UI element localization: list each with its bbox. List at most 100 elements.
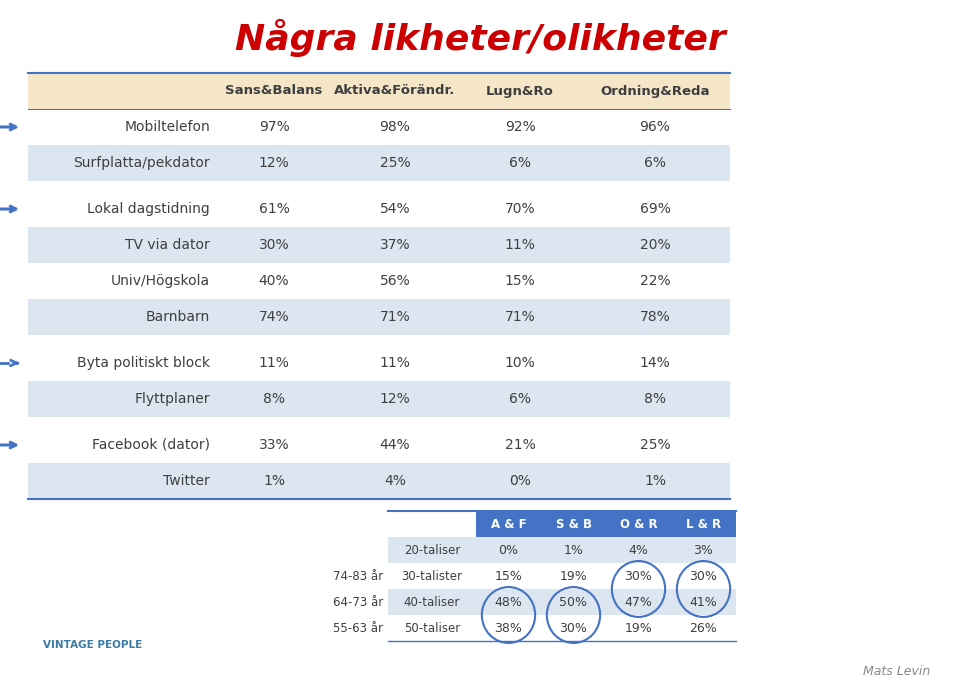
Text: Ordning&Reda: Ordning&Reda	[600, 84, 709, 97]
Text: 1%: 1%	[263, 474, 285, 488]
Text: Mats Levin: Mats Levin	[863, 665, 930, 678]
Text: 12%: 12%	[379, 392, 410, 406]
Bar	[28, 381, 730, 417]
Text: 3%: 3%	[693, 544, 713, 557]
Text: 40%: 40%	[258, 274, 289, 288]
Bar	[28, 73, 730, 109]
Bar	[28, 227, 730, 263]
Text: 10%: 10%	[505, 356, 536, 370]
Text: 21%: 21%	[505, 438, 536, 452]
Text: 41%: 41%	[689, 595, 717, 609]
Text: 44%: 44%	[380, 438, 410, 452]
Text: 71%: 71%	[505, 310, 536, 324]
Text: 74-83 år: 74-83 år	[333, 569, 383, 582]
Text: 30-talister: 30-talister	[401, 569, 463, 582]
Text: 4%: 4%	[384, 474, 406, 488]
Bar	[388, 589, 736, 615]
Text: S & B: S & B	[556, 518, 591, 531]
Text: 97%: 97%	[258, 120, 289, 134]
Text: Facebook (dator): Facebook (dator)	[92, 438, 210, 452]
Text: Några likheter/olikheter: Några likheter/olikheter	[234, 19, 726, 57]
Text: 22%: 22%	[639, 274, 670, 288]
Text: 33%: 33%	[258, 438, 289, 452]
Text: 64-73 år: 64-73 år	[333, 595, 383, 609]
Text: 0%: 0%	[498, 544, 518, 557]
Text: 50-taliser: 50-taliser	[404, 622, 460, 635]
Text: 96%: 96%	[639, 120, 670, 134]
Text: 19%: 19%	[625, 622, 653, 635]
Bar	[606, 511, 671, 537]
Text: 20%: 20%	[639, 238, 670, 252]
Bar	[476, 511, 541, 537]
Text: 47%: 47%	[625, 595, 653, 609]
Text: Univ/Högskola: Univ/Högskola	[110, 274, 210, 288]
Text: 15%: 15%	[494, 569, 522, 582]
Text: Mobiltelefon: Mobiltelefon	[124, 120, 210, 134]
Bar	[388, 563, 736, 589]
Text: Flyttplaner: Flyttplaner	[134, 392, 210, 406]
Text: Lokal dagstidning: Lokal dagstidning	[87, 202, 210, 216]
Text: 71%: 71%	[379, 310, 410, 324]
Text: 4%: 4%	[629, 544, 648, 557]
Text: 78%: 78%	[639, 310, 670, 324]
Text: 11%: 11%	[505, 238, 536, 252]
Bar	[541, 511, 606, 537]
Text: 11%: 11%	[258, 356, 289, 370]
Text: 25%: 25%	[380, 156, 410, 170]
Text: 1%: 1%	[564, 544, 584, 557]
Text: 55-63 år: 55-63 år	[333, 622, 383, 635]
Text: Byta politiskt block: Byta politiskt block	[77, 356, 210, 370]
Text: Aktiva&Förändr.: Aktiva&Förändr.	[334, 84, 456, 97]
Text: 50%: 50%	[560, 595, 588, 609]
Text: 48%: 48%	[494, 595, 522, 609]
Text: Sans&Balans: Sans&Balans	[226, 84, 323, 97]
Bar	[28, 299, 730, 335]
Text: 6%: 6%	[509, 156, 531, 170]
Text: 70%: 70%	[505, 202, 536, 216]
Text: 92%: 92%	[505, 120, 536, 134]
Text: 15%: 15%	[505, 274, 536, 288]
Text: 8%: 8%	[644, 392, 666, 406]
Text: A & F: A & F	[491, 518, 526, 531]
Text: 40-taliser: 40-taliser	[404, 595, 460, 609]
Bar	[28, 345, 730, 381]
Text: VINTAGE PEOPLE: VINTAGE PEOPLE	[43, 640, 143, 650]
Text: 38%: 38%	[494, 622, 522, 635]
Text: 12%: 12%	[258, 156, 289, 170]
Text: Surfplatta/pekdator: Surfplatta/pekdator	[73, 156, 210, 170]
Text: 6%: 6%	[644, 156, 666, 170]
Text: Barnbarn: Barnbarn	[146, 310, 210, 324]
Bar	[388, 537, 736, 563]
Text: TV via dator: TV via dator	[125, 238, 210, 252]
Text: 37%: 37%	[380, 238, 410, 252]
Text: 6%: 6%	[509, 392, 531, 406]
Bar	[28, 463, 730, 499]
Text: 26%: 26%	[689, 622, 717, 635]
Text: L & R: L & R	[686, 518, 721, 531]
Bar	[28, 145, 730, 181]
Bar	[28, 263, 730, 299]
Bar	[671, 511, 736, 537]
Text: 8%: 8%	[263, 392, 285, 406]
Text: 20-taliser: 20-taliser	[404, 544, 460, 557]
Text: O & R: O & R	[620, 518, 658, 531]
Text: 1%: 1%	[644, 474, 666, 488]
Text: 30%: 30%	[560, 622, 588, 635]
Text: 69%: 69%	[639, 202, 670, 216]
Text: 14%: 14%	[639, 356, 670, 370]
Text: 11%: 11%	[379, 356, 411, 370]
Text: 61%: 61%	[258, 202, 289, 216]
Text: 74%: 74%	[258, 310, 289, 324]
Bar	[28, 427, 730, 463]
Text: 30%: 30%	[625, 569, 653, 582]
Text: 19%: 19%	[560, 569, 588, 582]
Text: 54%: 54%	[380, 202, 410, 216]
Text: 30%: 30%	[258, 238, 289, 252]
Text: 0%: 0%	[509, 474, 531, 488]
Text: 30%: 30%	[689, 569, 717, 582]
Text: 25%: 25%	[639, 438, 670, 452]
Bar	[388, 615, 736, 641]
Text: Lugn&Ro: Lugn&Ro	[486, 84, 554, 97]
Text: Twitter: Twitter	[163, 474, 210, 488]
Text: 98%: 98%	[379, 120, 411, 134]
